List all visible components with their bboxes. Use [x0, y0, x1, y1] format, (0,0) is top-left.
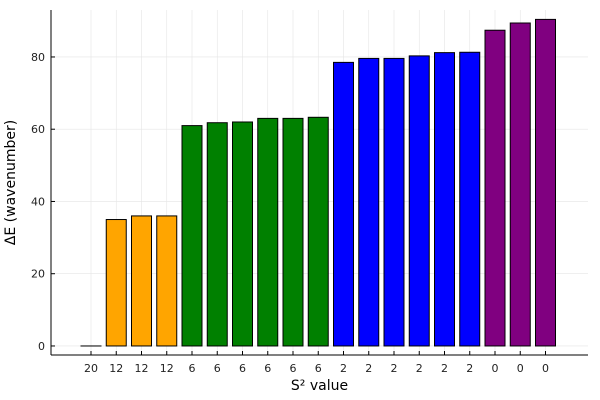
x-tick-label: 2	[391, 362, 398, 375]
y-tick-labels: 0 20 40 60 80	[31, 51, 55, 353]
bar	[484, 29, 506, 347]
x-tick-label: 2	[340, 362, 347, 375]
x-tick-label: 6	[290, 362, 297, 375]
x-tick-label: 6	[214, 362, 221, 375]
bar	[358, 57, 380, 347]
y-tick-label: 20	[31, 268, 45, 281]
y-tick-label: 0	[38, 340, 45, 353]
bar	[509, 22, 531, 347]
x-tick-labels: 20 12 12 12 6 6 6 6 6 6 2 2 2 2 2 2 0 0 0	[84, 351, 549, 375]
bar	[307, 116, 329, 347]
bar	[181, 125, 203, 347]
bar	[383, 57, 405, 347]
bar	[434, 52, 455, 347]
x-tick-label: 2	[365, 362, 372, 375]
x-tick-label: 6	[239, 362, 246, 375]
x-tick-label: 12	[160, 362, 174, 375]
bar	[408, 55, 430, 347]
y-axis-title: ΔE (wavenumber)	[3, 120, 19, 245]
x-tick-label: 2	[441, 362, 448, 375]
x-tick-label: 2	[416, 362, 423, 375]
x-tick-label: 0	[542, 362, 549, 375]
bar	[535, 18, 556, 347]
x-tick-label: 12	[135, 362, 149, 375]
y-tick-label: 40	[31, 195, 45, 208]
y-tick-label: 60	[31, 123, 45, 136]
y-tick-label: 80	[31, 51, 45, 64]
bar	[333, 61, 354, 347]
bars-layer	[80, 18, 556, 347]
bar	[156, 215, 178, 347]
x-tick-label: 6	[315, 362, 322, 375]
bar	[282, 117, 304, 347]
bar	[131, 215, 152, 347]
axes-layer	[50, 10, 588, 356]
x-tick-label: 20	[84, 362, 98, 375]
bar	[206, 122, 228, 347]
bar	[105, 219, 127, 347]
bar	[232, 121, 253, 347]
bar	[459, 51, 481, 347]
x-tick-label: 6	[264, 362, 271, 375]
x-axis-title: S² value	[291, 378, 348, 394]
x-tick-label: 0	[492, 362, 499, 375]
x-tick-label: 0	[517, 362, 524, 375]
x-tick-label: 12	[109, 362, 123, 375]
x-tick-label: 2	[466, 362, 473, 375]
x-tick-label: 6	[189, 362, 196, 375]
bar	[257, 117, 279, 347]
